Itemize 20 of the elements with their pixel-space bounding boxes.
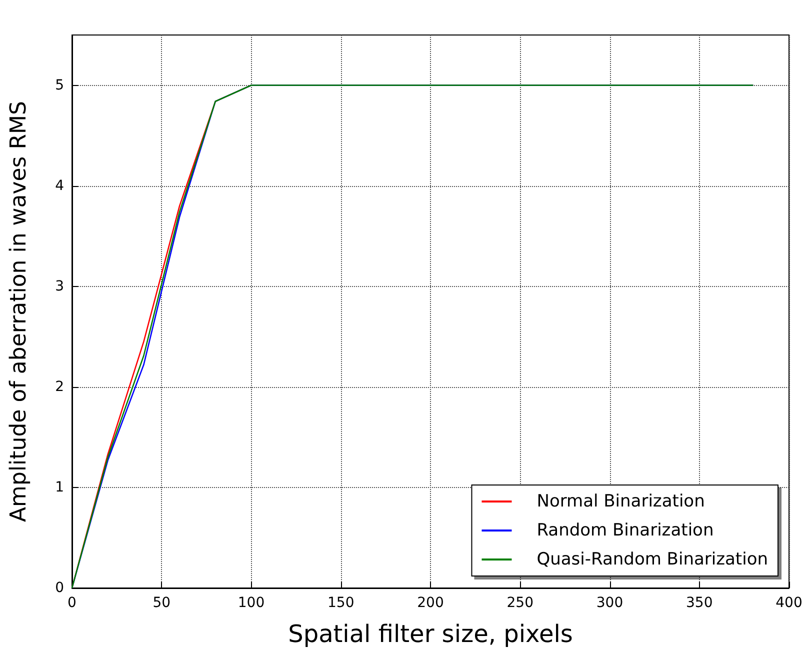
y-tick-label: 4 xyxy=(55,178,64,194)
x-tick-label: 150 xyxy=(328,595,354,611)
legend-label: Quasi-Random Binarization xyxy=(536,550,768,570)
x-tick-label: 400 xyxy=(776,595,802,611)
x-tick-label: 200 xyxy=(417,595,444,611)
y-tick-label: 0 xyxy=(55,580,64,596)
legend-label: Normal Binarization xyxy=(536,492,705,512)
x-tick-label: 350 xyxy=(686,595,713,611)
x-tick-label: 250 xyxy=(506,595,534,611)
y-tick-label: 3 xyxy=(55,278,64,294)
y-axis-title: Amplitude of aberration in waves RMS xyxy=(6,101,32,522)
x-tick-label: 50 xyxy=(152,595,171,611)
x-axis-title: Spatial filter size, pixels xyxy=(288,620,573,648)
x-tick-label: 300 xyxy=(596,595,624,611)
legend-label: Random Binarization xyxy=(536,520,714,540)
x-tick-label: 100 xyxy=(238,595,265,611)
y-tick-label: 2 xyxy=(55,378,64,395)
y-tick-label: 5 xyxy=(55,77,64,94)
y-tick-label: 1 xyxy=(55,479,64,496)
x-tick-label: 0 xyxy=(68,595,76,611)
